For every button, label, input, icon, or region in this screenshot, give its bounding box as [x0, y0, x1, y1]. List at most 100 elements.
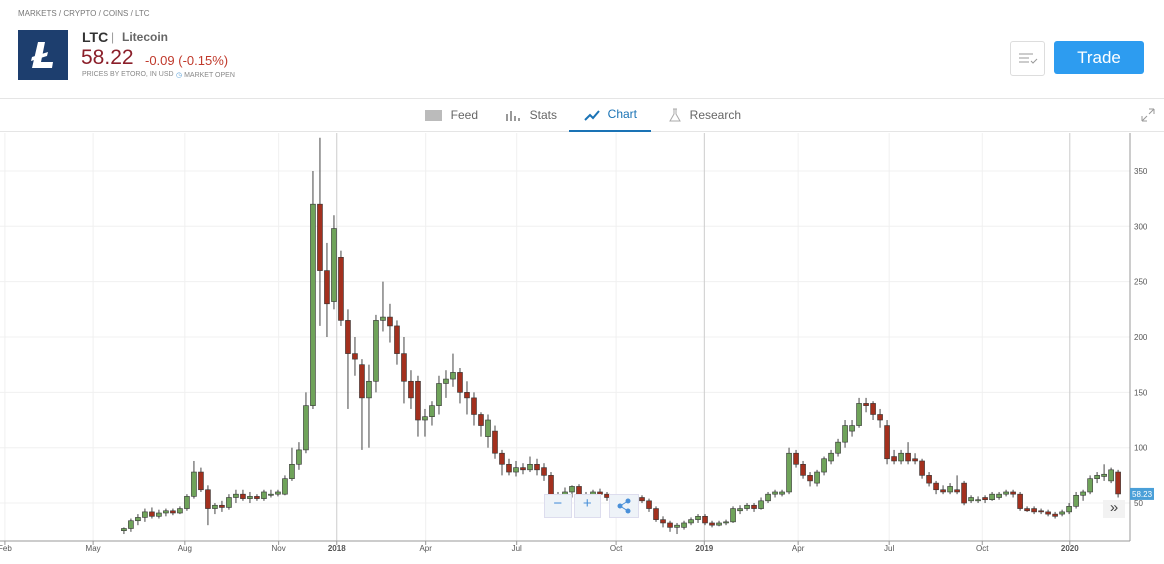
candle-body	[765, 493, 771, 502]
zoom-out-button[interactable]: −	[544, 494, 572, 518]
candle-body	[1101, 473, 1107, 477]
candle-body	[814, 471, 820, 484]
candle-body	[842, 425, 848, 443]
candle-body	[1017, 493, 1023, 509]
x-tick-label: Nov	[272, 544, 286, 553]
candle-body	[464, 392, 470, 399]
market-status: ◷ MARKET OPEN	[176, 71, 235, 79]
stats-icon	[506, 111, 520, 121]
candle-body	[184, 496, 190, 509]
candle-body	[716, 522, 722, 526]
zoom-controls: − +	[544, 494, 639, 518]
candle-body	[338, 257, 344, 321]
candle-body	[1052, 513, 1058, 517]
expand-icon[interactable]	[1140, 107, 1156, 123]
tab-chart[interactable]: Chart	[569, 98, 651, 132]
x-tick-label: Feb	[0, 544, 12, 553]
candle-body	[275, 491, 281, 495]
candle-body	[646, 500, 652, 509]
y-tick-label: 300	[1134, 222, 1148, 231]
candle-body	[828, 452, 834, 462]
feed-icon	[425, 110, 442, 121]
x-tick-label: May	[86, 544, 101, 553]
candle-body	[541, 467, 547, 476]
trade-button[interactable]: Trade	[1054, 41, 1144, 74]
coin-name: Litecoin	[122, 30, 169, 44]
candle-body	[485, 419, 491, 437]
candle-body	[856, 403, 862, 426]
y-tick-label: 50	[1134, 499, 1143, 508]
breadcrumb[interactable]: MARKETS / CRYPTO / COINS / LTC	[18, 9, 150, 18]
candle-body	[926, 475, 932, 484]
candle-body	[296, 449, 302, 465]
x-tick-label: Oct	[610, 544, 623, 553]
candle-body	[940, 489, 946, 493]
candle-body	[653, 508, 659, 520]
candle-body	[177, 508, 183, 514]
candle-body	[688, 519, 694, 524]
candle-body	[429, 405, 435, 417]
candle-body	[821, 458, 827, 473]
tab-label: Research	[689, 108, 742, 122]
candle-body	[380, 316, 386, 321]
x-tick-label: 2020	[1061, 544, 1079, 553]
candle-body	[163, 510, 169, 514]
tab-feed[interactable]: Feed	[424, 98, 478, 132]
candle-body	[1094, 475, 1100, 479]
candle-body	[660, 519, 666, 524]
scroll-right-button[interactable]: »	[1103, 500, 1125, 518]
y-tick-label: 350	[1134, 167, 1148, 176]
tab-research[interactable]: Research	[667, 98, 741, 132]
share-button[interactable]	[609, 494, 639, 518]
candle-body	[198, 471, 204, 491]
share-icon	[617, 498, 631, 514]
candle-body	[1115, 471, 1121, 495]
candle-body	[156, 512, 162, 517]
candle-body	[121, 528, 127, 532]
candle-body	[205, 489, 211, 509]
candle-body	[961, 482, 967, 504]
candle-body	[254, 496, 260, 499]
tab-stats[interactable]: Stats	[505, 98, 557, 132]
candle-body	[772, 491, 778, 495]
candle-body	[968, 497, 974, 502]
candle-body	[471, 397, 477, 415]
candle-body	[1073, 494, 1079, 507]
y-tick-label: 150	[1134, 388, 1148, 397]
candle-body	[1080, 491, 1086, 496]
x-tick-label: 2018	[328, 544, 346, 553]
candle-body	[758, 500, 764, 509]
candle-body	[793, 452, 799, 465]
last-price-label: 58.23	[1132, 490, 1153, 499]
candle-body	[499, 452, 505, 465]
candle-body	[142, 511, 148, 518]
candle-body	[877, 414, 883, 421]
candle-body	[513, 467, 519, 473]
candle-body	[1059, 511, 1065, 515]
separator: |	[111, 30, 115, 44]
price-source: PRICES BY ETORO, IN USD	[82, 71, 174, 78]
x-tick-label: Jul	[512, 544, 522, 553]
tab-label: Stats	[529, 108, 558, 122]
candle-body	[219, 504, 225, 508]
x-tick-label: Jul	[884, 544, 894, 553]
candle-body	[247, 496, 253, 499]
candle-body	[492, 430, 498, 454]
candle-body	[1010, 491, 1016, 495]
candle-body	[870, 403, 876, 415]
zoom-in-button[interactable]: +	[573, 494, 601, 518]
candle-body	[905, 452, 911, 462]
candle-body	[1066, 506, 1072, 513]
candle-body	[919, 460, 925, 476]
candle-body	[681, 522, 687, 528]
watchlist-button[interactable]	[1010, 41, 1045, 76]
candle-body	[317, 203, 323, 271]
candle-body	[443, 378, 449, 384]
candle-body	[744, 504, 750, 509]
candle-body	[303, 405, 309, 451]
candle-body	[534, 463, 540, 471]
x-tick-label: Apr	[792, 544, 805, 553]
candle-body	[989, 493, 995, 501]
tab-label: Feed	[450, 108, 479, 122]
